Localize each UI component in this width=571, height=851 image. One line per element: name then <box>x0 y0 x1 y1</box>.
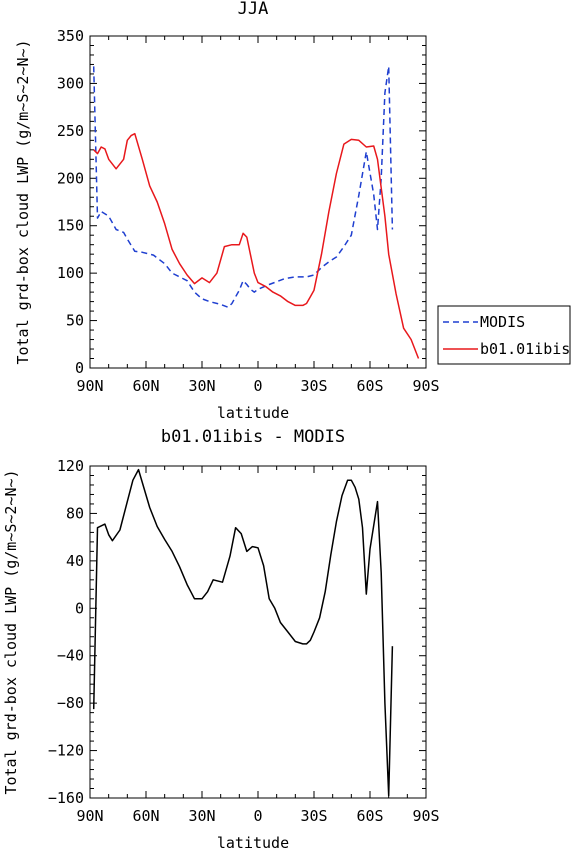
y-axis: 0 50 100 150 200 250 300 350 <box>57 27 426 377</box>
y-axis-label: Total grd-box cloud LWP (g/m~S~2~N~) <box>14 39 32 364</box>
y-tick-label: 150 <box>57 217 84 235</box>
series-group <box>92 468 394 797</box>
y-tick-label: 120 <box>57 457 84 475</box>
difference-panel: b01.01ibis - MODIS −160 −120 −80 −40 0 40 80 12… <box>2 427 440 851</box>
x-tick-label: 60N <box>132 377 159 395</box>
y-tick-label: 350 <box>57 27 84 45</box>
x-tick-label: 0 <box>253 377 262 395</box>
y-tick-label: 40 <box>66 552 84 570</box>
y-tick-label: 50 <box>66 312 84 330</box>
y-tick-label: 100 <box>57 264 84 282</box>
chart-title: b01.01ibis - MODIS <box>161 427 345 447</box>
x-tick-label: 90S <box>412 377 439 395</box>
y-tick-label: 0 <box>75 599 84 617</box>
y-tick-label: −40 <box>57 647 84 665</box>
x-tick-label: 0 <box>253 807 262 825</box>
x-tick-label: 60N <box>132 807 159 825</box>
plot-frame <box>89 35 427 369</box>
x-tick-label: 60S <box>356 377 383 395</box>
x-tick-label: 90S <box>412 807 439 825</box>
y-tick-label: −120 <box>48 742 84 760</box>
x-tick-label: 30S <box>300 807 327 825</box>
x-tick-label: 30S <box>300 377 327 395</box>
y-axis-label: Total grd-box cloud LWP (g/m~S~2~N~) <box>2 469 20 794</box>
x-tick-label: 30N <box>188 807 215 825</box>
y-tick-label: 0 <box>75 359 84 377</box>
legend: MODIS b01.01ibis <box>437 305 571 365</box>
y-tick-label: 200 <box>57 169 84 187</box>
y-tick-label: −80 <box>57 694 84 712</box>
x-axis-label: latitude <box>217 404 289 422</box>
x-tick-label: 90N <box>76 377 103 395</box>
y-tick-label: 250 <box>57 122 84 140</box>
x-axis-label: latitude <box>217 834 289 851</box>
series-line-modis <box>92 65 394 309</box>
legend-box <box>437 305 571 365</box>
y-tick-label: 80 <box>66 504 84 522</box>
y-tick-label: −160 <box>48 789 84 807</box>
x-tick-label: 90N <box>76 807 103 825</box>
y-tick-label: 300 <box>57 74 84 92</box>
x-axis: 90N 60N 30N 0 30S 60S 90S <box>76 36 440 395</box>
series-group <box>92 65 420 359</box>
series-line-difference <box>92 468 394 797</box>
x-tick-label: 60S <box>356 807 383 825</box>
x-tick-label: 30N <box>188 377 215 395</box>
y-axis: −160 −120 −80 −40 0 40 80 120 <box>48 457 426 807</box>
x-axis: 90N 60N 30N 0 30S 60S 90S <box>76 466 440 825</box>
legend-label-b01: b01.01ibis <box>480 340 570 358</box>
chart-title: JJA <box>238 0 269 19</box>
legend-label-modis: MODIS <box>480 313 525 331</box>
jja-panel: JJA 0 50 100 150 200 250 300 350 90N 60N 30N 0 30S 6… <box>14 0 440 422</box>
series-line-b01-01ibis <box>93 132 420 359</box>
